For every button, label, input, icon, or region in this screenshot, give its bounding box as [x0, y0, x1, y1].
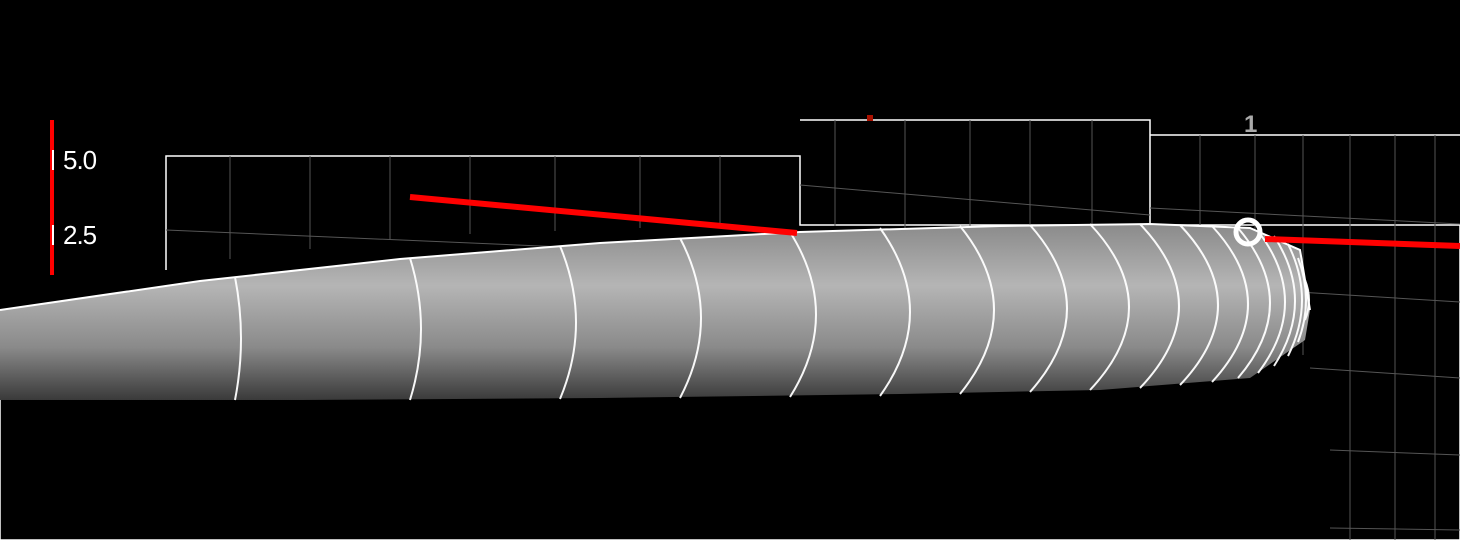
scale-axis — [0, 0, 1460, 540]
scale-label: 5.0 — [63, 145, 96, 176]
scale-label: 2.5 — [63, 220, 96, 251]
viewport-3d[interactable]: 1 5.02.5 — [0, 0, 1460, 540]
